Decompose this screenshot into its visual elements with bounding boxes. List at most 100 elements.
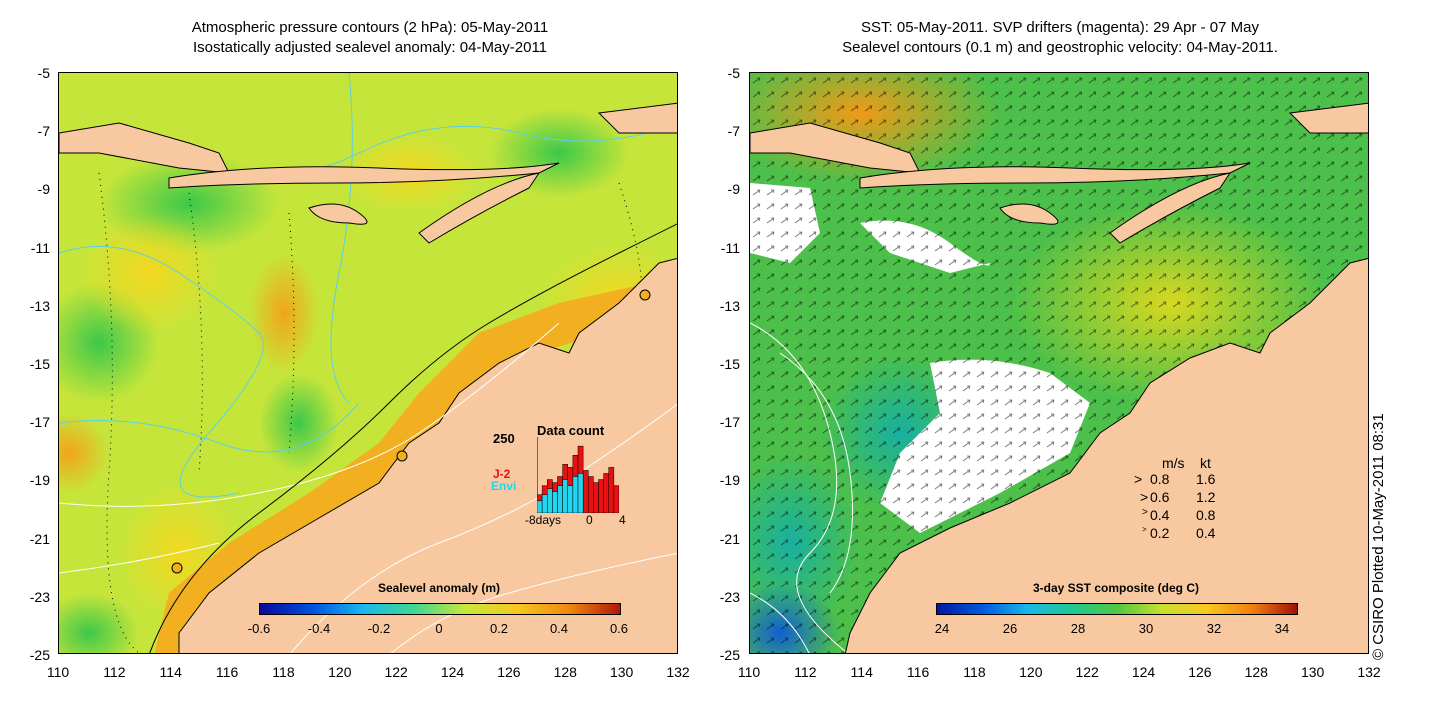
velocity-legend: m/s kt > 0.8 1.6 > 0.6 1.2 > 0.4 0.8 > 0…: [1130, 455, 1240, 545]
legend-kt: 1.2: [1196, 489, 1216, 505]
right-cbar-tick: 28: [1070, 621, 1086, 636]
y-tick-label: -17: [719, 414, 740, 431]
x-tick-label: 126: [497, 664, 521, 680]
y-tick-label: -15: [29, 356, 50, 372]
left-colorbar: [259, 603, 621, 615]
arrow-large-icon: >: [1134, 471, 1143, 487]
x-tick-label: 126: [1188, 664, 1212, 680]
dc-bar-envi: [552, 491, 558, 513]
legend-ms: 0.2: [1150, 525, 1170, 541]
x-tick-label: 122: [1075, 664, 1099, 680]
data-count-title: Data count: [537, 423, 605, 438]
legend-kt: 1.6: [1196, 471, 1216, 487]
legend-ms: 0.4: [1150, 507, 1170, 523]
y-tick-label: -7: [37, 123, 50, 140]
x-tick-label: 124: [1131, 664, 1156, 680]
dc-bar-envi: [572, 476, 579, 513]
right-cbar-tick: 34: [1274, 621, 1290, 636]
left-cbar-tick: -0.4: [307, 621, 331, 636]
arrow-tiny-icon: >: [1142, 525, 1147, 534]
y-tick-label: -23: [719, 588, 740, 605]
y-tick-label: -25: [719, 647, 740, 663]
x-tick-label: 120: [328, 664, 352, 680]
arrow-small-icon: >: [1142, 507, 1148, 518]
y-tick-label: -17: [29, 414, 50, 431]
dc-bar-envi: [567, 485, 574, 513]
right-colorbar-title: 3-day SST composite (deg C): [1032, 581, 1200, 595]
dc-tick-zero: 0: [586, 513, 593, 527]
legend-envi: Envi: [491, 479, 517, 493]
y-tick-label: -13: [719, 297, 740, 314]
y-tick-label: -5: [727, 65, 740, 81]
left-cbar-tick: 0.2: [489, 621, 509, 636]
x-tick-label: 114: [159, 664, 182, 680]
dc-bar-envi: [537, 500, 543, 513]
legend-ms: 0.6: [1150, 489, 1170, 505]
right-colorbar: [936, 603, 1298, 615]
sst-map[interactable]: m/s kt > 0.8 1.6 > 0.6 1.2 > 0.4 0.8 > 0…: [749, 72, 1369, 654]
x-tick-label: 130: [609, 664, 634, 680]
legend-ms: 0.8: [1150, 471, 1170, 487]
x-tick-label: 132: [1357, 664, 1381, 680]
y-tick-label: -21: [719, 530, 740, 547]
left-cbar-tick: 0.4: [549, 621, 569, 636]
left-title-line2: Isostatically adjusted sealevel anomaly:…: [192, 39, 548, 56]
y-tick-label: -9: [37, 181, 50, 198]
arrow-medium-icon: >: [1140, 489, 1149, 505]
dc-bar-j-2: [608, 467, 615, 513]
x-tick-label: 112: [103, 664, 126, 680]
right-title-line2: Sealevel contours (0.1 m) and geostrophi…: [842, 39, 1278, 56]
dc-bar-envi: [547, 488, 553, 513]
sealevel-anomaly-map-graphic: [59, 73, 677, 653]
x-tick-label: 118: [963, 664, 986, 680]
data-count-bars: [537, 437, 619, 513]
x-tick-label: 120: [1019, 664, 1043, 680]
dc-bar-j-2: [613, 485, 619, 513]
dc-bar-envi: [541, 494, 548, 513]
dc-bar-envi: [577, 473, 584, 513]
dc-tick-end: 4: [619, 513, 626, 527]
copyright-text: © CSIRO Plotted 10-May-2011 08:31: [1370, 413, 1387, 660]
dc-bar-j-2: [582, 470, 589, 513]
x-tick-label: 118: [272, 664, 295, 680]
x-tick-label: 122: [384, 664, 408, 680]
sealevel-anomaly-map[interactable]: Data count 250 J-2 Envi -8days 0 4 Seale…: [58, 72, 678, 654]
x-tick-label: 114: [850, 664, 873, 680]
dc-bar-j-2: [603, 473, 609, 513]
y-tick-label: -7: [727, 123, 740, 140]
x-tick-label: 132: [666, 664, 690, 680]
x-tick-label: 116: [906, 664, 930, 680]
y-tick-label: -15: [719, 356, 740, 372]
left-cbar-tick: -0.2: [367, 621, 391, 636]
left-title-line1: Atmospheric pressure contours (2 hPa): 0…: [191, 19, 549, 36]
x-tick-label: 128: [553, 664, 577, 680]
y-tick-label: -9: [727, 181, 740, 198]
legend-header-kt: kt: [1200, 455, 1211, 471]
y-tick-label: -11: [720, 239, 740, 256]
y-tick-label: -25: [29, 647, 50, 663]
left-colorbar-title: Sealevel anomaly (m): [377, 581, 501, 595]
right-title-line1: SST: 05-May-2011. SVP drifters (magenta)…: [861, 19, 1259, 36]
left-cbar-tick: -0.6: [247, 621, 271, 636]
legend-header-ms: m/s: [1162, 455, 1185, 471]
data-count-ymax: 250: [493, 431, 515, 446]
dc-bar-j-2: [588, 476, 594, 513]
dc-tick-start: -8days: [525, 513, 562, 527]
y-tick-label: -13: [29, 297, 50, 314]
right-cbar-tick: 32: [1206, 621, 1222, 636]
x-tick-label: 128: [1244, 664, 1268, 680]
y-tick-label: -21: [29, 530, 50, 547]
sst-map-graphic: [750, 73, 1368, 653]
left-cbar-tick: 0: [435, 621, 443, 636]
x-tick-label: 110: [46, 664, 70, 680]
right-cbar-tick: 30: [1138, 621, 1154, 636]
data-count-inset: Data count 250 J-2 Envi -8days 0 4: [479, 423, 639, 533]
legend-kt: 0.8: [1196, 507, 1216, 523]
y-tick-label: -5: [37, 65, 50, 81]
x-tick-label: 130: [1300, 664, 1325, 680]
y-tick-label: -11: [30, 239, 50, 256]
legend-j2: J-2: [493, 467, 511, 481]
x-tick-label: 124: [440, 664, 465, 680]
dc-bar-envi: [557, 485, 563, 513]
x-tick-label: 112: [794, 664, 817, 680]
